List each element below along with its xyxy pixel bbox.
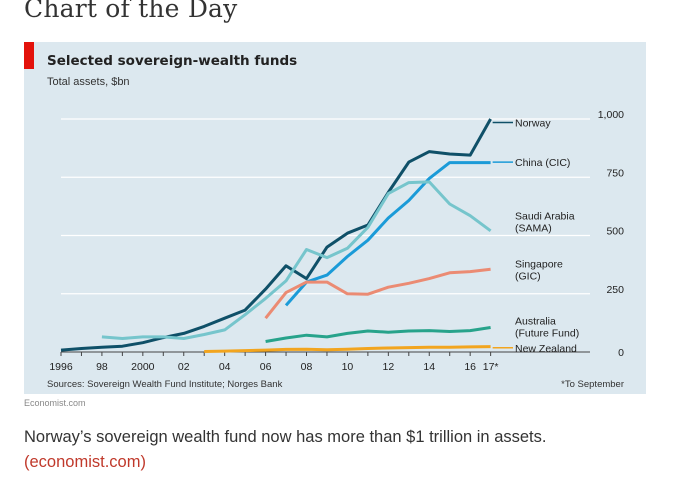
line-chart: 0 250 500 750 1,000 1996 98 2000 02 04 06 08 10 12 14 1… (49, 109, 624, 373)
x-tick-label: 10 (342, 361, 354, 373)
series-label: (Future Fund) (515, 327, 579, 339)
chart-footnote: *To September (561, 379, 624, 390)
caption: Norway’s sovereign wealth fund now has m… (24, 425, 664, 475)
series-label: New Zealand (515, 343, 577, 355)
series-label: (SAMA) (515, 223, 552, 235)
caption-text: Norway’s sovereign wealth fund now has m… (24, 428, 547, 446)
x-tick-label: 04 (219, 361, 231, 373)
chart-title: Selected sovereign-wealth funds (47, 53, 298, 69)
series-label: (GIC) (515, 270, 541, 282)
series-line (204, 345, 491, 353)
series-label: Australia (515, 315, 556, 327)
source-credit: Economist.com (24, 398, 86, 408)
x-tick-label: 1996 (49, 361, 73, 373)
y-tick-label: 0 (618, 347, 624, 359)
y-tick-label: 500 (606, 226, 624, 238)
series-label: Norway (515, 117, 551, 129)
x-tick-label: 2000 (131, 361, 155, 373)
y-tick-label: 250 (606, 284, 624, 296)
series-line (101, 180, 492, 340)
series-line (265, 326, 491, 343)
x-tick-label: 02 (178, 361, 190, 373)
series-label: Saudi Arabia (515, 211, 575, 223)
x-tick-label: 98 (96, 361, 108, 373)
x-tick-label: 16 (464, 361, 476, 373)
x-tick-label: 17* (483, 361, 499, 373)
y-tick-label: 1,000 (598, 109, 624, 121)
chart-panel: Selected sovereign-wealth funds Total as… (24, 42, 646, 394)
series-line (60, 118, 492, 352)
series-line (264, 267, 491, 320)
series-line (284, 161, 491, 307)
series-label: Singapore (515, 258, 563, 270)
x-tick-label: 08 (301, 361, 313, 373)
chart-sources: Sources: Sovereign Wealth Fund Institute… (47, 379, 283, 390)
y-tick-label: 750 (606, 167, 624, 179)
x-tick-label: 06 (260, 361, 272, 373)
chart-subtitle: Total assets, $bn (47, 76, 130, 88)
caption-link[interactable]: (economist.com) (24, 453, 146, 471)
brand-red-tab (24, 42, 34, 69)
x-tick-label: 12 (382, 361, 394, 373)
x-tick-label: 14 (423, 361, 435, 373)
series-label: China (CIC) (515, 157, 570, 169)
page-heading: Chart of the Day (24, 0, 238, 23)
